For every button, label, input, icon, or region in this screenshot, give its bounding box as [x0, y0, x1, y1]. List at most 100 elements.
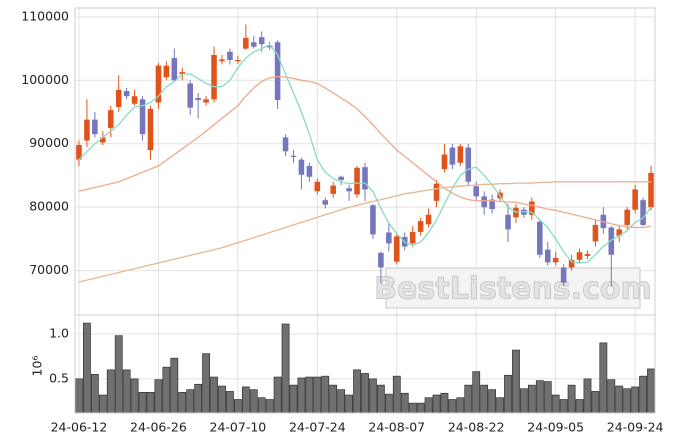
candle-body — [298, 159, 305, 175]
candle-body — [322, 200, 329, 205]
volume-bar — [178, 392, 187, 414]
x-tick-label: 24-07-24 — [289, 420, 346, 435]
volume-bar — [377, 384, 385, 414]
volume-bar — [480, 384, 489, 414]
volume-bar — [591, 391, 600, 414]
volume-bar — [138, 392, 147, 414]
volume-bar — [162, 366, 171, 414]
volume-bar — [392, 375, 401, 414]
x-tick-label: 24-08-22 — [448, 420, 505, 435]
volume-bar — [440, 392, 449, 414]
candle-body — [544, 249, 551, 263]
candle-body — [584, 254, 591, 257]
volume-bar — [472, 371, 481, 414]
volume-bar — [535, 380, 544, 414]
candle-body — [258, 37, 265, 45]
y-tick-label: 0.5 — [49, 370, 69, 385]
candle-body — [243, 37, 249, 49]
volume-bar — [218, 385, 226, 414]
volume-bar — [400, 392, 409, 414]
candle-body — [457, 146, 464, 163]
candle-body — [219, 59, 225, 62]
volume-bar — [369, 378, 377, 414]
candle-body — [306, 165, 313, 177]
x-tick-label: 24-09-24 — [607, 420, 664, 435]
candle-body — [227, 51, 233, 61]
candle-body — [624, 209, 630, 225]
volume-bar — [631, 386, 640, 414]
candle-body — [386, 232, 392, 244]
y-tick-label: 110000 — [21, 8, 69, 23]
candle-body — [290, 155, 297, 158]
volume-bar — [345, 394, 353, 414]
candle-body — [378, 252, 384, 268]
volume-bar — [623, 388, 632, 414]
volume-bar — [543, 381, 552, 414]
candle-body — [552, 257, 559, 263]
volume-frame — [74, 314, 656, 414]
volume-bar — [567, 384, 576, 414]
volume-bar — [424, 397, 433, 414]
volume-bar — [337, 389, 346, 414]
volume-bar — [432, 394, 441, 414]
candle-body — [84, 119, 90, 141]
candle-body — [409, 231, 416, 244]
watermark-box — [385, 267, 641, 309]
candle-body — [115, 89, 122, 107]
x-tick-label: 24-06-12 — [51, 420, 108, 435]
y-tick-label: 1.0 — [49, 325, 69, 340]
candle-body — [568, 259, 575, 268]
candle-body — [131, 96, 138, 104]
candle-body — [203, 99, 209, 103]
candle-body — [187, 83, 193, 108]
candle-body — [266, 45, 273, 48]
volume-multiplier: 10⁶ — [30, 356, 45, 377]
volume-bar — [520, 388, 528, 414]
candle-body — [616, 229, 623, 236]
y-tick-label: 70000 — [29, 262, 69, 277]
volume-bar — [273, 376, 282, 414]
volume-bar — [599, 342, 608, 414]
volume-bar — [122, 369, 131, 414]
candle-body — [489, 199, 495, 210]
candle-body — [354, 167, 360, 195]
candle-body — [123, 91, 130, 97]
candle-body — [314, 181, 321, 192]
candle-body — [147, 108, 154, 151]
volume-bar — [615, 385, 624, 414]
candle-body — [576, 252, 583, 260]
candle-body — [338, 176, 344, 180]
candle-body — [433, 183, 440, 201]
x-tick-label: 24-08-07 — [368, 420, 425, 435]
candle-body — [640, 200, 646, 225]
volume-bar — [575, 399, 584, 414]
volume-bar — [488, 389, 496, 414]
candle-body — [346, 188, 352, 192]
volume-bar — [448, 399, 457, 414]
candle-body — [171, 58, 178, 81]
volume-bar — [305, 376, 314, 414]
volume-bar — [583, 378, 592, 414]
volume-bar — [456, 397, 465, 414]
volume-bar — [154, 379, 163, 414]
candle-body — [282, 137, 289, 152]
x-tick-label: 24-06-26 — [130, 420, 187, 435]
candle-body — [648, 172, 654, 208]
y-tick-label: 100000 — [21, 72, 69, 87]
volume-bar — [361, 373, 369, 414]
volume-bar — [226, 391, 234, 414]
volume-bar — [265, 399, 274, 414]
candle-body — [481, 196, 487, 208]
volume-bar — [559, 399, 568, 414]
candle-body — [529, 201, 535, 215]
candle-body — [92, 119, 98, 135]
candle-body — [211, 54, 217, 100]
volume-bar — [186, 389, 195, 414]
candle-body — [417, 221, 424, 232]
volume-bar — [289, 384, 298, 414]
volume-bar — [297, 377, 306, 414]
candle-body — [370, 205, 376, 235]
candle-body — [394, 236, 400, 262]
candle-body — [76, 145, 82, 160]
